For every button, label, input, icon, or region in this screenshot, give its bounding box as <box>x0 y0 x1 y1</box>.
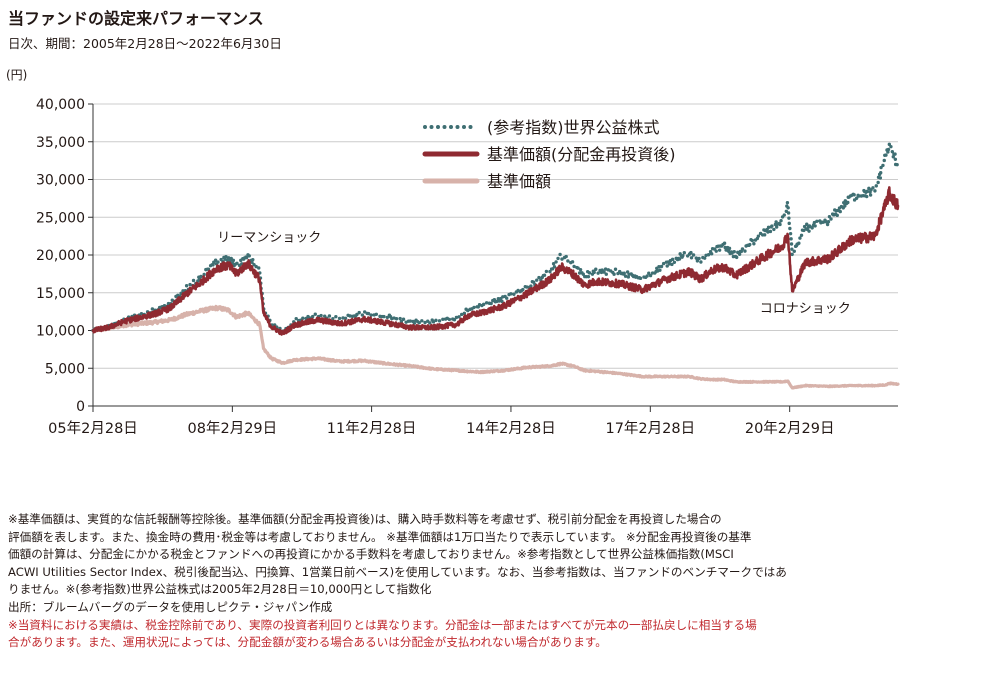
footnote-line: 価額の計算は、分配金にかかる税金とファンドへの再投資にかかる手数料を考慮しており… <box>8 547 734 562</box>
legend-nav-reinvested-label: 基準価額(分配金再投資後) <box>487 145 676 164</box>
annotation-lehman-shock: リーマンショック <box>217 230 321 245</box>
y-tick-label: 40,000 <box>36 97 85 113</box>
footnote-line: ACWI Utilities Sector Index、税引後配当込、円換算、1… <box>8 564 787 579</box>
y-tick-label: 20,000 <box>36 248 85 264</box>
legend-nav-label: 基準価額 <box>487 172 551 191</box>
page-title: 当ファンドの設定来パフォーマンス <box>8 9 264 28</box>
source-line: 出所：ブルームバーグのデータを使用しピクテ・ジャパン作成 <box>8 599 333 614</box>
period-subtitle: 日次、期間：2005年2月28日～2022年6月30日 <box>8 36 282 51</box>
y-tick-label: 35,000 <box>36 135 85 151</box>
x-tick-label: 17年2月28日 <box>605 420 695 437</box>
nav-series-line <box>91 304 900 390</box>
x-tick-label: 20年2月29日 <box>745 420 835 437</box>
annotation-corona-shock: コロナショック <box>760 301 851 316</box>
y-tick-label: 5,000 <box>45 361 85 377</box>
footnotes: ※基準価額は、実質的な信託報酬等控除後。基準価額(分配金再投資後)は、購入時手数… <box>8 511 978 652</box>
y-tick-label: 15,000 <box>36 286 85 302</box>
footnote-line: ※基準価額は、実質的な信託報酬等控除後。基準価額(分配金再投資後)は、購入時手数… <box>8 512 722 526</box>
nav-reinvested-series-line <box>91 186 900 336</box>
footnote-line: りません。※(参考指数)世界公益株式は2005年2月28日＝10,000円として… <box>8 582 432 597</box>
warning-line: 合があります。また、運用状況によっては、分配金額が変わる場合あるいは分配金が支払… <box>8 635 607 650</box>
y-tick-label: 10,000 <box>36 324 85 340</box>
y-tick-label: 30,000 <box>36 173 85 189</box>
warning-line: ※当資料における実績は、税金控除前であり、実際の投資者利回りとは異なります。分配… <box>8 617 757 632</box>
x-tick-label: 08年2月29日 <box>188 420 278 437</box>
x-tick-label: 11年2月28日 <box>327 420 417 437</box>
x-tick-label: 14年2月28日 <box>466 420 556 437</box>
y-tick-label: 0 <box>76 399 85 415</box>
y-axis-unit-label: (円) <box>6 68 28 82</box>
y-tick-label: 25,000 <box>36 210 85 226</box>
legend-index-label: (参考指数)世界公益株式 <box>487 118 660 137</box>
footnote-line: 評価額を表します。また、換金時の費用･税金等は考慮しておりません。 ※基準価額は… <box>8 529 752 544</box>
index-series-line <box>91 141 900 334</box>
performance-chart: 0 5,000 10,000 15,000 20,000 25,000 30,000 35,0… <box>36 97 900 437</box>
x-tick-label: 05年2月28日 <box>48 420 138 437</box>
